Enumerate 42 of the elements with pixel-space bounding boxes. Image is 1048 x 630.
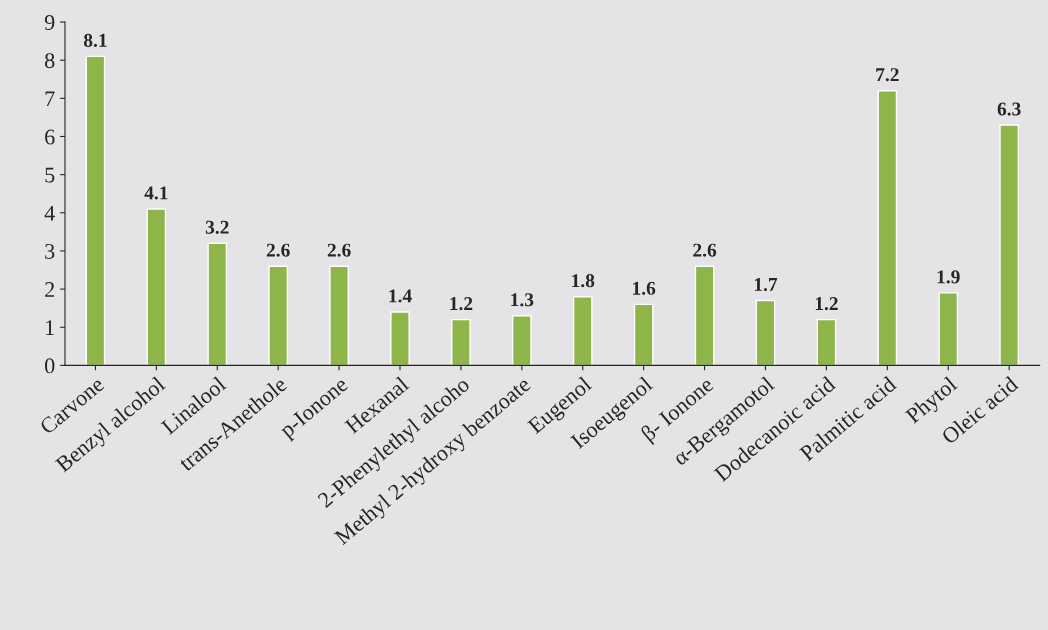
bar [451,318,471,366]
y-tick-label: 7 [45,91,55,107]
data-label: 2.6 [266,243,290,257]
bar [999,124,1019,366]
bar [572,296,593,366]
data-label: 1.4 [389,289,412,303]
y-tick-label: 8 [44,53,55,69]
bar [268,265,289,366]
y-tick-label: 2 [45,282,55,297]
data-label: 1.2 [815,297,838,311]
bar [633,303,654,366]
data-label: 3.2 [205,220,229,234]
data-label: 1.7 [754,278,778,292]
data-label: 1.6 [633,281,656,295]
data-label: 7.2 [876,68,899,82]
bar [207,242,228,366]
bar [85,55,106,366]
data-label: 6.3 [997,102,1021,116]
data-label: 1.3 [511,293,534,307]
bar [694,265,715,366]
y-tick-label: 1 [46,320,54,335]
y-tick-label: 4 [44,205,55,221]
bar [390,311,410,366]
data-label: 1.8 [572,274,595,288]
bar [938,292,959,366]
bar [146,208,167,366]
bar [329,265,349,366]
data-label: 2.6 [327,243,351,257]
y-tick-label: 0 [44,358,55,374]
y-tick-label: 5 [45,167,55,183]
bar [816,318,837,366]
bar [755,299,776,366]
y-tick-label: 3 [45,243,55,259]
data-label: 4.1 [144,186,168,200]
y-tick-label: 9 [44,15,55,30]
data-label: 1.2 [450,297,473,311]
data-label: 2.6 [693,243,717,257]
data-label: 1.9 [937,270,960,284]
bar [512,315,532,366]
bar [877,90,898,366]
data-label: 8.1 [83,33,107,47]
y-tick-label: 6 [45,129,55,145]
